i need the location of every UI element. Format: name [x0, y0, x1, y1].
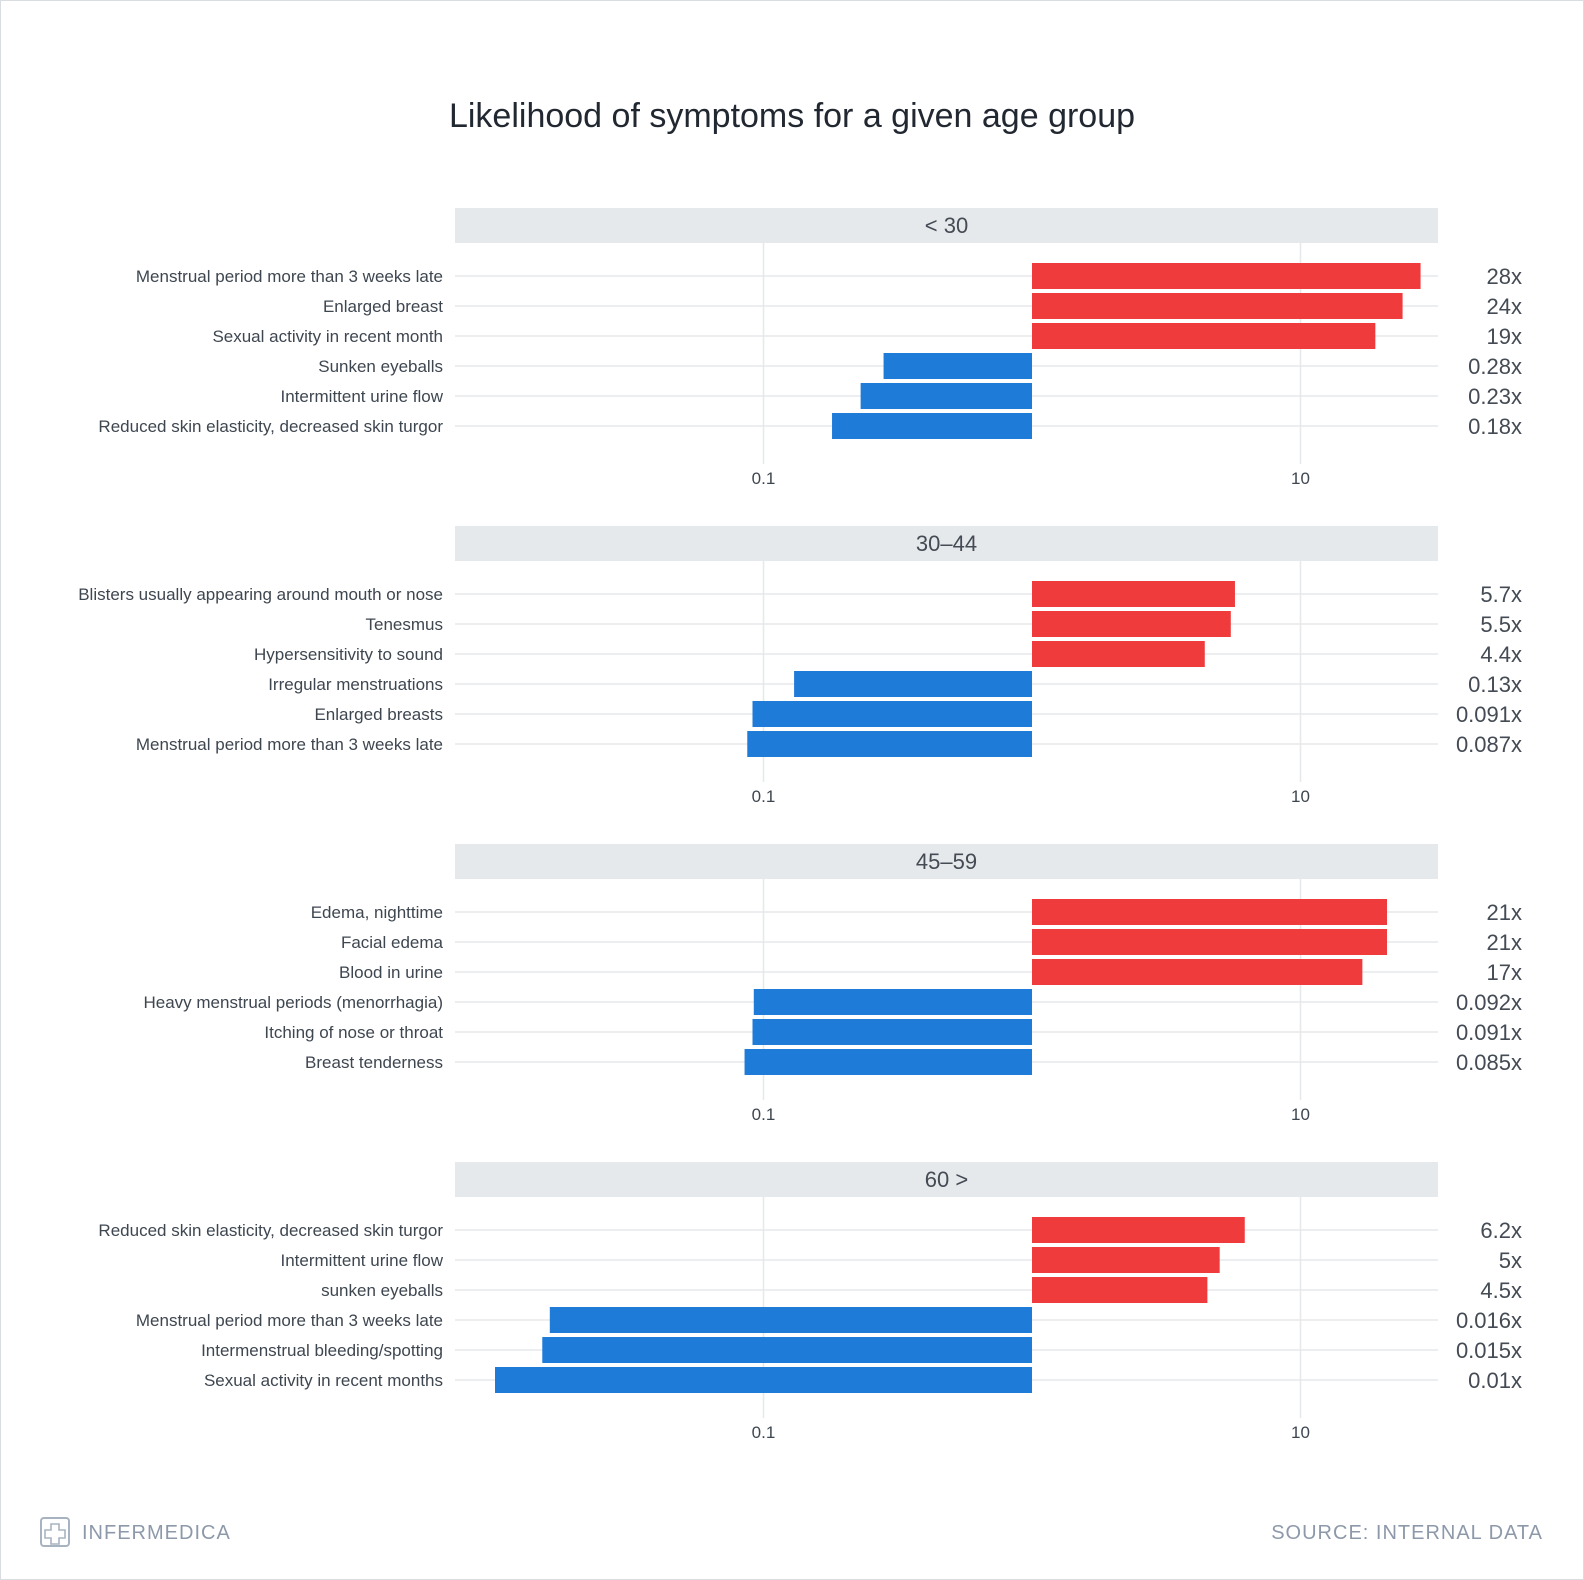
bar: [542, 1337, 1032, 1363]
bar: [860, 383, 1032, 409]
value-label: 5.7x: [1480, 582, 1522, 607]
value-label: 0.091x: [1456, 1020, 1522, 1045]
bar: [753, 989, 1032, 1015]
category-label: sunken eyeballs: [321, 1281, 443, 1300]
facet-panel: < 30 0.1 10 Menstrual period more than 3 we…: [98, 208, 1522, 488]
facet-label: 30–44: [916, 531, 977, 556]
facet-label: 60 >: [925, 1167, 968, 1192]
value-label: 0.015x: [1456, 1338, 1522, 1363]
value-label: 0.13x: [1468, 672, 1522, 697]
category-label: Reduced skin elasticity, decreased skin …: [98, 1221, 443, 1240]
category-label: Intermittent urine flow: [280, 387, 443, 406]
value-label: 17x: [1487, 960, 1522, 985]
bar: [794, 671, 1032, 697]
facet-panel: 45–59 0.1 10 Edema, nighttime 21x Facial edem…: [143, 844, 1522, 1124]
x-tick-label: 0.1: [752, 469, 776, 488]
facets: < 30 0.1 10 Menstrual period more than 3 we…: [78, 208, 1522, 1442]
category-label: Sexual activity in recent months: [204, 1371, 443, 1390]
facet-panel: 60 > 0.1 10 Reduced skin elasticity, decrea…: [98, 1162, 1522, 1442]
category-label: Menstrual period more than 3 weeks late: [136, 735, 443, 754]
bar: [1032, 899, 1388, 925]
value-label: 0.087x: [1456, 732, 1522, 757]
footer-logo: INFERMEDICA: [40, 1517, 231, 1547]
bar: [883, 353, 1032, 379]
x-tick-label: 10: [1291, 1423, 1310, 1442]
value-label: 5.5x: [1480, 612, 1522, 637]
bar: [752, 1019, 1032, 1045]
bar: [1032, 1247, 1220, 1273]
category-label: Menstrual period more than 3 weeks late: [136, 1311, 443, 1330]
category-label: Edema, nighttime: [311, 903, 443, 922]
value-label: 0.016x: [1456, 1308, 1522, 1333]
category-label: Blood in urine: [339, 963, 443, 982]
value-label: 6.2x: [1480, 1218, 1522, 1243]
source-note: SOURCE: INTERNAL DATA: [1271, 1522, 1543, 1544]
category-label: Heavy menstrual periods (menorrhagia): [143, 993, 443, 1012]
category-label: Breast tenderness: [305, 1053, 443, 1072]
category-label: Sunken eyeballs: [318, 357, 443, 376]
value-label: 21x: [1487, 900, 1522, 925]
bar: [1032, 1217, 1245, 1243]
facet-panel: 30–44 0.1 10 Blisters usually appearing aro…: [78, 526, 1522, 806]
category-label: Intermenstrual bleeding/spotting: [201, 1341, 443, 1360]
category-label: Intermittent urine flow: [280, 1251, 443, 1270]
category-label: Sexual activity in recent month: [212, 327, 443, 346]
category-label: Hypersensitivity to sound: [254, 645, 443, 664]
facet-header: [455, 526, 1438, 561]
bar: [1032, 293, 1403, 319]
x-tick-label: 10: [1291, 1105, 1310, 1124]
category-label: Tenesmus: [366, 615, 443, 634]
value-label: 4.4x: [1480, 642, 1522, 667]
bar: [832, 413, 1032, 439]
category-label: Menstrual period more than 3 weeks late: [136, 267, 443, 286]
bar: [1032, 611, 1231, 637]
value-label: 0.23x: [1468, 384, 1522, 409]
value-label: 19x: [1487, 324, 1522, 349]
bar: [752, 701, 1032, 727]
category-label: Enlarged breasts: [314, 705, 443, 724]
bar: [1032, 959, 1363, 985]
bar: [1032, 263, 1421, 289]
category-label: Blisters usually appearing around mouth …: [78, 585, 443, 604]
x-tick-label: 0.1: [752, 787, 776, 806]
bar: [495, 1367, 1032, 1393]
brand-name: INFERMEDICA: [82, 1522, 231, 1544]
bar: [744, 1049, 1032, 1075]
category-label: Reduced skin elasticity, decreased skin …: [98, 417, 443, 436]
value-label: 0.28x: [1468, 354, 1522, 379]
value-label: 0.18x: [1468, 414, 1522, 439]
value-label: 0.085x: [1456, 1050, 1522, 1075]
value-label: 21x: [1487, 930, 1522, 955]
category-label: Enlarged breast: [323, 297, 443, 316]
bar: [1032, 641, 1205, 667]
bar: [747, 731, 1032, 757]
bar: [1032, 323, 1376, 349]
value-label: 0.092x: [1456, 990, 1522, 1015]
bar: [1032, 581, 1235, 607]
chart-title: Likelihood of symptoms for a given age g…: [449, 97, 1135, 135]
category-label: Facial edema: [341, 933, 444, 952]
value-label: 0.01x: [1468, 1368, 1522, 1393]
bar: [549, 1307, 1032, 1333]
x-tick-label: 10: [1291, 469, 1310, 488]
x-tick-label: 0.1: [752, 1423, 776, 1442]
facet-header: [455, 208, 1438, 243]
plus-box-icon: [40, 1517, 70, 1547]
value-label: 4.5x: [1480, 1278, 1522, 1303]
category-label: Irregular menstruations: [268, 675, 443, 694]
x-tick-label: 0.1: [752, 1105, 776, 1124]
x-tick-label: 10: [1291, 787, 1310, 806]
value-label: 0.091x: [1456, 702, 1522, 727]
value-label: 5x: [1499, 1248, 1522, 1273]
facet-header: [455, 1162, 1438, 1197]
bar: [1032, 929, 1388, 955]
value-label: 24x: [1487, 294, 1522, 319]
facet-label: 45–59: [916, 849, 977, 874]
facet-label: < 30: [925, 213, 968, 238]
bar: [1032, 1277, 1208, 1303]
value-label: 28x: [1487, 264, 1522, 289]
facet-header: [455, 844, 1438, 879]
category-label: Itching of nose or throat: [264, 1023, 443, 1042]
